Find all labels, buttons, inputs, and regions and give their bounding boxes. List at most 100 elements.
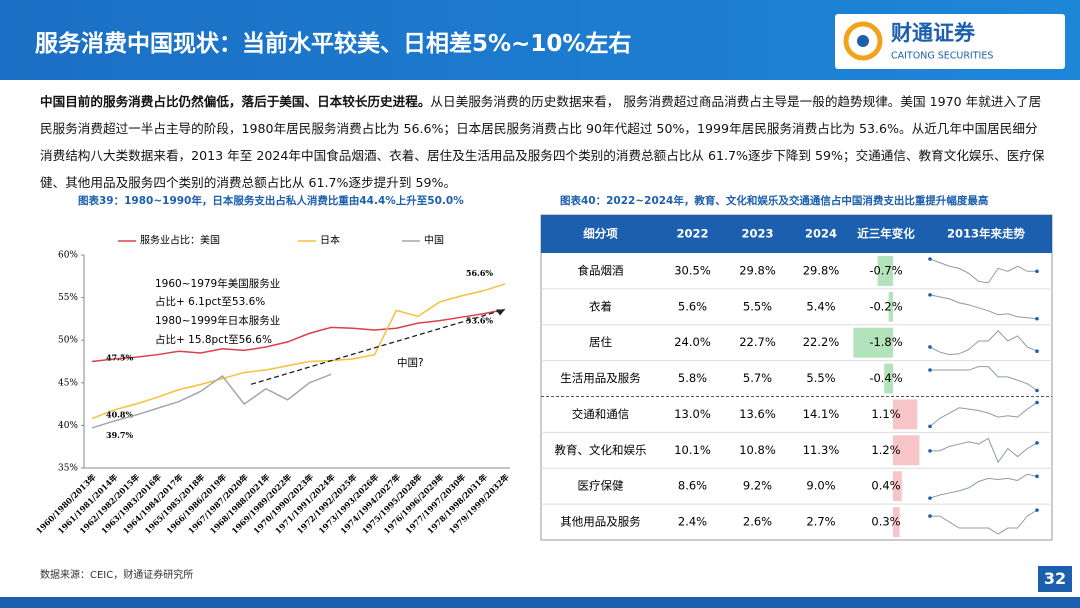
cell: 10.1%	[674, 443, 711, 457]
line-chart: 35%40%45%50%55%60%1960/1980/2013年1961/19…	[34, 234, 511, 536]
cell: 5.4%	[806, 299, 835, 313]
cell: 11.3%	[803, 443, 840, 457]
cell: 29.8%	[739, 263, 776, 277]
logo-cn: 财通证券	[891, 21, 976, 45]
cell: 衣着	[589, 299, 612, 313]
sparkline	[929, 402, 1038, 427]
paragraph: 中国目前的服务消费占比仍然偏低，落后于美国、日本较长历史进程。从日美服务消费的历…	[40, 88, 1048, 196]
cell: 1.1%	[871, 407, 900, 421]
change-bar	[893, 471, 902, 502]
change-bar	[893, 507, 900, 537]
annotation: 中国?	[397, 356, 424, 369]
annotation: 1980~1999年日本服务业	[155, 314, 280, 327]
page-number: 32	[1038, 566, 1072, 592]
logo: 财通证券 CAITONG SECURITIES	[835, 14, 1065, 69]
y-tick-label: 40%	[58, 421, 78, 431]
sparkline-point	[928, 368, 932, 372]
sparkline	[930, 437, 1038, 464]
cell: -0.7%	[869, 263, 902, 277]
cell: 2.6%	[743, 515, 772, 529]
sparkline-point	[1035, 349, 1039, 354]
series-line	[91, 308, 506, 363]
cell: 8.6%	[678, 479, 707, 493]
sparkline-point	[1035, 388, 1039, 393]
data-label: 39.7%	[106, 430, 133, 440]
sparkline-point	[1035, 474, 1039, 479]
cell: 24.0%	[674, 335, 711, 349]
sparkline-point	[928, 514, 932, 518]
logo-icon	[843, 21, 883, 61]
cell: 10.8%	[739, 443, 776, 457]
legend-label: 服务业占比：美国	[140, 234, 220, 247]
sparkline-point	[928, 449, 932, 453]
sparkline	[930, 509, 1038, 535]
data-label: 53.6%	[466, 316, 493, 326]
logo-icon	[857, 35, 869, 47]
sparkline-point	[1035, 508, 1039, 512]
column-header: 2022	[676, 227, 708, 241]
column-header: 2013年来走势	[947, 227, 1026, 241]
cell: 14.1%	[803, 407, 840, 421]
change-bar	[893, 435, 920, 466]
cell: 5.6%	[678, 299, 707, 313]
cell: -0.2%	[869, 299, 902, 313]
sparkline	[929, 330, 1038, 356]
legend-label: 中国	[424, 234, 444, 247]
annotation: 占比+ 15.8pct至56.6%	[155, 333, 272, 346]
sparkline	[929, 294, 1038, 320]
data-label: 40.8%	[106, 410, 133, 420]
sparkline-point	[928, 345, 932, 349]
column-header: 近三年变化	[857, 227, 915, 241]
cell: 5.5%	[806, 371, 835, 385]
chart-title: 图表39：1980~1990年，日本服务支出占私人消费比重由44.4%上升至50…	[78, 195, 464, 207]
data-label: 47.5%	[106, 353, 133, 363]
cell: 医疗保健	[578, 479, 624, 493]
column-header: 2024	[805, 227, 837, 241]
cell: 5.8%	[678, 371, 707, 385]
text: 从日美服务消费的历史数据来看， 服务消费超过商品消费占主导是一般的趋势规律。美国…	[40, 94, 1045, 190]
data-label: 56.6%	[466, 268, 493, 278]
table-border	[540, 214, 1053, 541]
cell: 22.7%	[739, 335, 776, 349]
cell: 13.6%	[739, 407, 776, 421]
cell: 22.2%	[803, 335, 840, 349]
arrow-head	[496, 309, 505, 316]
cell: 其他用品及服务	[560, 515, 641, 529]
sparkline	[929, 473, 1038, 499]
legend-label: 日本	[320, 234, 340, 247]
sparkline-point	[1035, 269, 1039, 274]
cell: -0.4%	[869, 371, 902, 385]
sparkline-point	[928, 257, 932, 261]
column-header: 2023	[741, 227, 773, 241]
cell: -1.8%	[869, 335, 902, 349]
annotation: 1960~1979年美国服务业	[155, 277, 280, 290]
sparkline-point	[928, 496, 932, 500]
cell: 1.2%	[871, 443, 900, 457]
sparkline	[930, 366, 1038, 391]
table-title: 图表40：2022~2024年，教育、文化和娱乐及交通通信占中国消费支出比重提升…	[560, 195, 989, 207]
bottom-bar	[0, 597, 1080, 608]
header-row	[541, 215, 1052, 253]
title: 服务消费中国现状：当前水平较美、日相差5%~10%左右	[35, 31, 632, 57]
y-tick-label: 60%	[58, 251, 78, 261]
y-tick-label: 50%	[58, 336, 78, 346]
cell: 13.0%	[674, 407, 711, 421]
sparkline-point	[928, 293, 932, 297]
cell: 5.7%	[743, 371, 772, 385]
sparkline-point	[1035, 400, 1039, 405]
cell: 居住	[589, 335, 612, 349]
cell: 0.4%	[871, 479, 900, 493]
change-bar	[884, 363, 893, 394]
y-tick-label: 35%	[58, 464, 78, 474]
lead: 中国目前的服务消费占比仍然偏低，落后于美国、日本较长历史进程。	[40, 94, 431, 109]
change-bar	[853, 327, 893, 358]
arrow	[250, 309, 502, 385]
cell: 2.4%	[678, 515, 707, 529]
change-bar	[888, 291, 893, 322]
cell: 2.7%	[806, 515, 835, 529]
cell: 生活用品及服务	[560, 371, 641, 385]
sparkline	[929, 258, 1037, 284]
logo-en: CAITONG SECURITIES	[891, 51, 993, 62]
sparkline-point	[1035, 441, 1039, 445]
